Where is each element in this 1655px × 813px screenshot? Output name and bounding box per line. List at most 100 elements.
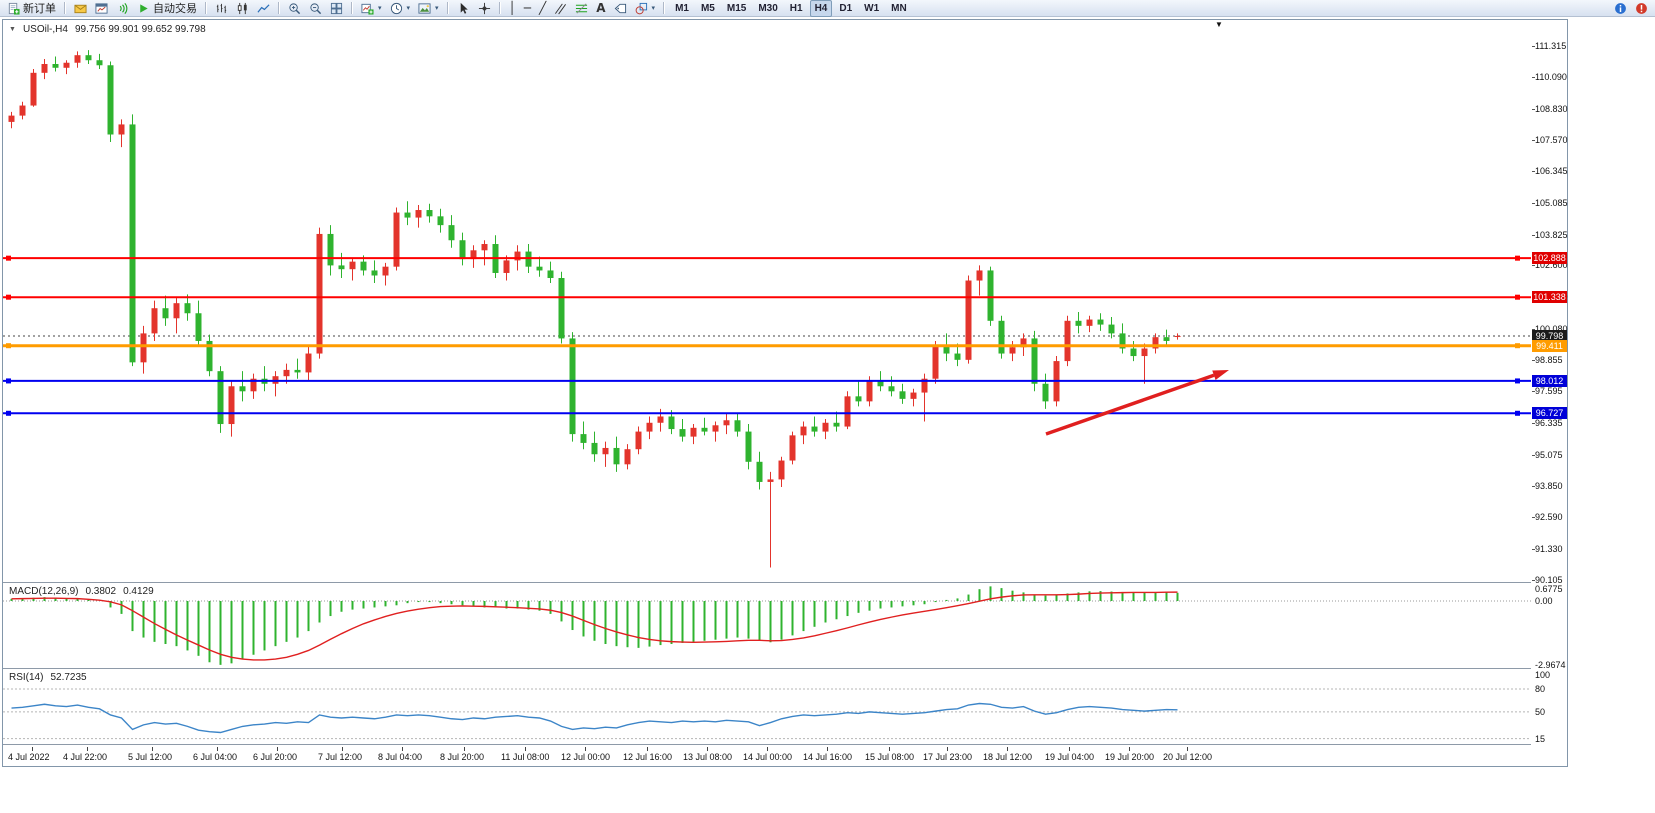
chart-shift-marker[interactable]: ▼ bbox=[1215, 20, 1223, 29]
toolbar-separator bbox=[663, 2, 666, 14]
panel-divider[interactable] bbox=[3, 582, 1531, 583]
price-axis-label: 102.600 bbox=[1535, 260, 1568, 271]
new-order-icon bbox=[8, 2, 20, 15]
candle-body bbox=[140, 333, 147, 363]
shapes-button[interactable]: ▾ bbox=[631, 0, 660, 17]
line-handle[interactable] bbox=[1515, 410, 1520, 416]
time-axis-label: 18 Jul 12:00 bbox=[983, 752, 1033, 762]
cursor-button[interactable] bbox=[453, 0, 474, 17]
panel-divider bbox=[3, 669, 1531, 670]
vertical-line-button[interactable]: │ bbox=[505, 0, 520, 17]
one-click-trading-expander[interactable]: ▼ bbox=[9, 26, 16, 33]
candlestick-chart-button[interactable] bbox=[232, 0, 253, 17]
timeframe-m5-button[interactable]: M5 bbox=[700, 2, 715, 14]
symbol-period-label: USOil-,H4 bbox=[22, 24, 68, 35]
trend-arrow-head[interactable] bbox=[1212, 370, 1229, 381]
chart-window-button[interactable] bbox=[91, 0, 112, 17]
rsi-axis-label: 50 bbox=[1535, 706, 1546, 717]
trendline-button[interactable]: ╱ bbox=[535, 0, 550, 17]
label-button[interactable] bbox=[610, 0, 631, 17]
candle-body bbox=[327, 233, 334, 266]
time-axis-tick bbox=[217, 747, 218, 751]
time-axis-label: 5 Jul 12:00 bbox=[128, 752, 173, 762]
time-axis-tick bbox=[32, 747, 33, 751]
time-axis-label: 6 Jul 20:00 bbox=[253, 752, 298, 762]
line-handle[interactable] bbox=[1515, 255, 1520, 261]
time-axis-tick bbox=[767, 747, 768, 751]
time-axis-label: 20 Jul 12:00 bbox=[1163, 752, 1213, 762]
community-button[interactable] bbox=[1610, 0, 1631, 17]
line-handle[interactable] bbox=[6, 343, 11, 349]
new-order-button[interactable]: 新订单 bbox=[3, 0, 60, 17]
candle-body bbox=[437, 216, 444, 226]
line-handle[interactable] bbox=[6, 294, 11, 300]
line-handle[interactable] bbox=[6, 378, 11, 384]
period-button[interactable]: ▾ bbox=[386, 0, 415, 17]
tile-windows-button[interactable] bbox=[326, 0, 347, 17]
price-axis-label: 95.075 bbox=[1535, 449, 1563, 460]
candle-body bbox=[41, 64, 48, 73]
trend-arrow-line[interactable] bbox=[1045, 373, 1215, 436]
toolbar: 新订单 自动交易 ▾ ▾ ▾ │ ─ ╱ A ▾ M1 M5 M1 bbox=[0, 0, 1655, 17]
panel-divider[interactable] bbox=[3, 744, 1531, 745]
price-axis-tick bbox=[1532, 391, 1535, 393]
candle-body bbox=[877, 381, 884, 387]
time-axis[interactable]: 4 Jul 2022 4 Jul 22:00 5 Jul 12:00 6 Jul 04… bbox=[3, 746, 1531, 766]
line-handle[interactable] bbox=[6, 255, 11, 261]
panel-divider[interactable] bbox=[3, 668, 1531, 669]
chart-canvas[interactable] bbox=[3, 20, 1531, 764]
candle-body bbox=[305, 353, 312, 373]
line-handle[interactable] bbox=[6, 410, 11, 416]
channel-button[interactable] bbox=[550, 0, 571, 17]
horizontal-line-button[interactable]: ─ bbox=[520, 0, 535, 17]
auto-trading-play-icon bbox=[140, 3, 148, 13]
toolbar-separator bbox=[278, 2, 280, 14]
line-handle[interactable] bbox=[1515, 294, 1520, 300]
zoom-out-button[interactable] bbox=[305, 0, 326, 17]
candle-body bbox=[1130, 348, 1137, 357]
candle-body bbox=[30, 72, 37, 106]
line-handle[interactable] bbox=[1515, 343, 1520, 349]
candle-body bbox=[943, 345, 950, 354]
time-axis-label: 7 Jul 12:00 bbox=[318, 752, 363, 762]
price-axis-label: 108.830 bbox=[1535, 103, 1568, 114]
timeframe-h4-button[interactable]: H4 bbox=[809, 0, 833, 17]
chart-window: ▼ USOil-,H4 99.756 99.901 99.652 99.798 … bbox=[2, 19, 1568, 767]
line-handle[interactable] bbox=[1515, 378, 1520, 384]
price-axis[interactable]: 111.315 110.090 108.830 107.570 106.345 105.0… bbox=[1532, 20, 1568, 764]
timeframe-m1-button[interactable]: M1 bbox=[675, 2, 689, 14]
timeframe-m15-button[interactable]: M15 bbox=[726, 2, 747, 14]
text-button[interactable]: A bbox=[592, 0, 609, 17]
line-chart-button[interactable] bbox=[253, 0, 274, 17]
candle-body bbox=[470, 250, 477, 260]
candle-body bbox=[833, 422, 840, 427]
new-chart-button[interactable]: ▾ bbox=[357, 0, 386, 17]
symbol-header: ▼ USOil-,H4 99.756 99.901 99.652 99.798 bbox=[9, 24, 206, 35]
sound-button[interactable] bbox=[112, 0, 133, 17]
timeframe-h1-button[interactable]: H1 bbox=[789, 2, 803, 14]
candle-body bbox=[195, 313, 202, 341]
price-axis-tick bbox=[1532, 549, 1535, 551]
timeframe-mn-button[interactable]: MN bbox=[891, 2, 907, 14]
price-axis-tick bbox=[1532, 140, 1535, 142]
bar-chart-button[interactable] bbox=[211, 0, 232, 17]
timeframe-m30-button[interactable]: M30 bbox=[758, 2, 778, 14]
timeframe-w1-button[interactable]: W1 bbox=[864, 2, 880, 14]
template-button[interactable]: ▾ bbox=[414, 0, 443, 17]
crosshair-button[interactable] bbox=[474, 0, 495, 17]
fibonacci-icon bbox=[576, 3, 588, 13]
mailbox-button[interactable] bbox=[70, 0, 91, 17]
price-axis-tick bbox=[1532, 580, 1535, 581]
timeframe-d1-button[interactable]: D1 bbox=[839, 2, 853, 14]
rsi-axis-label: 80 bbox=[1535, 684, 1546, 694]
candle-body bbox=[217, 371, 224, 425]
zoom-in-button[interactable] bbox=[284, 0, 305, 17]
candle-body bbox=[855, 396, 862, 402]
candle-body bbox=[745, 431, 752, 462]
auto-trading-button[interactable]: 自动交易 bbox=[133, 0, 201, 17]
community-icon bbox=[1615, 2, 1626, 14]
candle-body bbox=[129, 124, 136, 363]
zoom-out-icon bbox=[310, 2, 322, 14]
alert-button[interactable] bbox=[1631, 0, 1652, 17]
fibonacci-button[interactable] bbox=[571, 0, 592, 17]
